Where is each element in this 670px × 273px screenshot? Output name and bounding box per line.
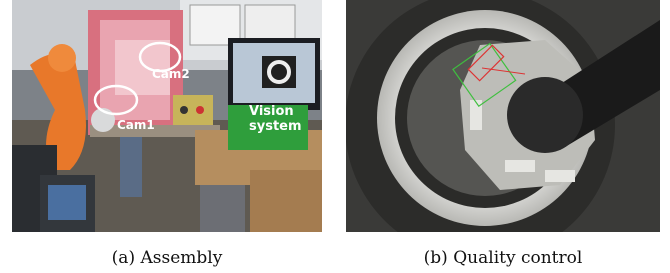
caption-a-text: Assembly	[139, 248, 222, 268]
cam2-label: Cam2	[152, 67, 190, 81]
page: {"panels": [ {"label": "(a)", "caption":…	[0, 0, 670, 273]
caption-a: (a) Assembly	[112, 248, 223, 268]
assembly-photo: Cam2 Cam1 Vision system	[12, 0, 322, 232]
figure: Cam2 Cam1 Vision system (a) Assembly (b)…	[0, 0, 670, 273]
quality-photo	[345, 0, 660, 260]
vision-label-line2: system	[249, 119, 302, 134]
caption-b-label: (b)	[424, 248, 448, 268]
caption-a-label: (a)	[112, 248, 135, 268]
caption-b-text: Quality control	[453, 248, 582, 268]
vision-label-line1: Vision	[249, 104, 294, 119]
caption-b: (b) Quality control	[424, 248, 583, 268]
cam1-label: Cam1	[117, 118, 155, 132]
